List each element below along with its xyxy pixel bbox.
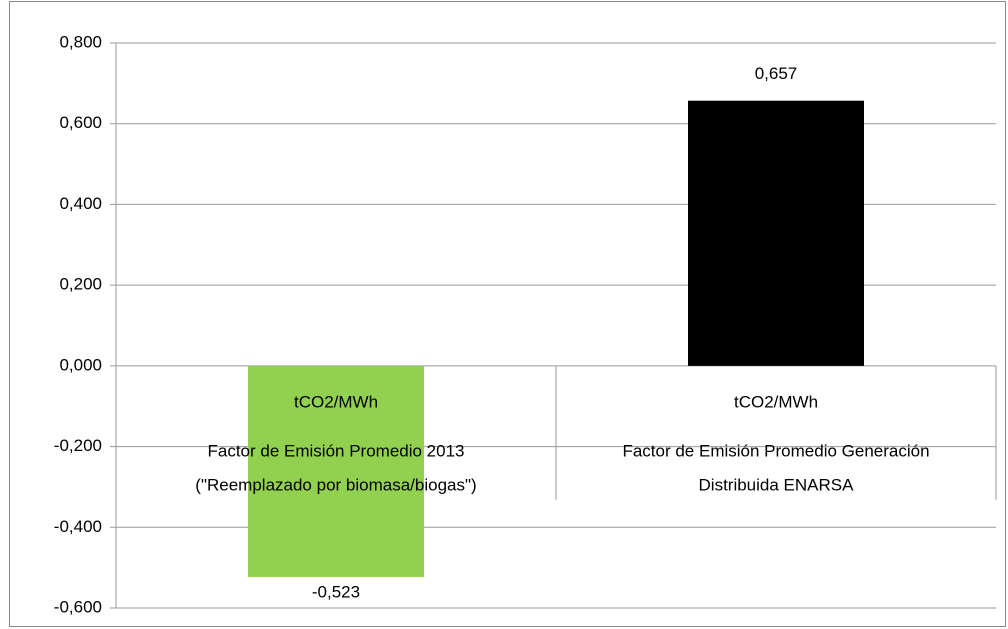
bar — [248, 365, 424, 577]
data-label: 0,657 — [755, 64, 798, 83]
y-tick-label: 0,200 — [59, 275, 102, 294]
bar — [688, 100, 864, 366]
x-tick-label: tCO2/MWh — [734, 392, 818, 411]
data-label: -0,523 — [312, 582, 360, 601]
y-tick-label: -0,200 — [54, 436, 102, 455]
x-group-label: ("Reemplazado por biomasa/biogas") — [195, 475, 476, 494]
y-tick-label: 0,600 — [59, 113, 102, 132]
y-tick-label: 0,000 — [59, 355, 102, 374]
x-tick-label: tCO2/MWh — [294, 392, 378, 411]
y-tick-label: -0,600 — [54, 597, 102, 616]
x-group-label: Factor de Emisión Promedio Generación — [622, 441, 929, 460]
y-tick-label: -0,400 — [54, 517, 102, 536]
y-tick-label: 0,400 — [59, 194, 102, 213]
y-tick-label: 0,800 — [59, 32, 102, 51]
x-group-label: Distribuida ENARSA — [699, 475, 855, 494]
x-group-label: Factor de Emisión Promedio 2013 — [207, 441, 464, 460]
